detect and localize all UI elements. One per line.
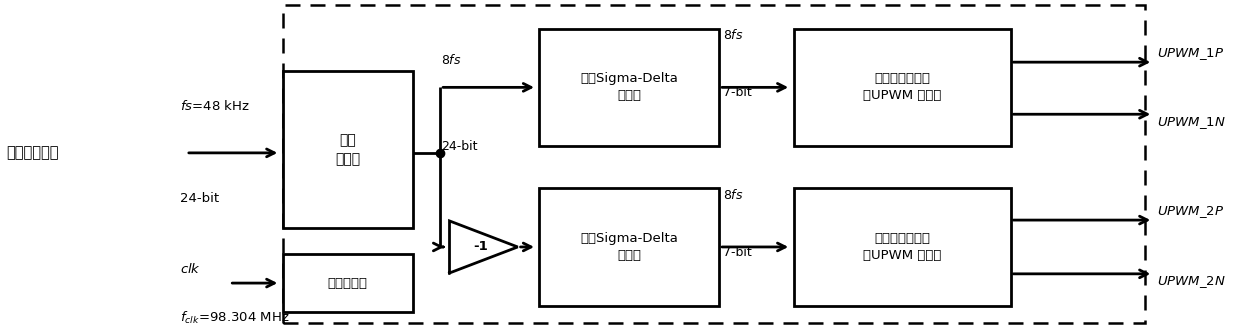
Bar: [539, 29, 719, 146]
Text: $\it{UPWM\_1P}$: $\it{UPWM\_1P}$: [1157, 46, 1224, 62]
Text: 24-bit: 24-bit: [180, 192, 219, 205]
Bar: [794, 29, 1011, 146]
Text: $\it{clk}$: $\it{clk}$: [180, 262, 201, 276]
Text: -1: -1: [472, 241, 487, 253]
Text: 7-bit: 7-bit: [723, 246, 751, 259]
Text: $\it{UPWM\_1N}$: $\it{UPWM\_1N}$: [1157, 115, 1226, 131]
Text: $\it{UPWM\_2N}$: $\it{UPWM\_2N}$: [1157, 274, 1226, 290]
Text: 8$\it{fs}$: 8$\it{fs}$: [441, 53, 463, 67]
Text: $\it{UPWM\_2P}$: $\it{UPWM\_2P}$: [1157, 204, 1224, 220]
Bar: [283, 254, 413, 312]
Text: 7-bit: 7-bit: [723, 86, 751, 99]
Bar: [283, 5, 1145, 323]
Text: $\it{fs}$=48 kHz: $\it{fs}$=48 kHz: [180, 99, 249, 113]
Text: 第二Sigma-Delta
调制器: 第二Sigma-Delta 调制器: [580, 232, 678, 262]
Text: $\it{f}$$_{clk}$=98.304 MHz: $\it{f}$$_{clk}$=98.304 MHz: [180, 309, 289, 326]
Text: 时钟管理器: 时钟管理器: [327, 277, 368, 290]
Text: 第一带扩频调制
的UPWM 发生器: 第一带扩频调制 的UPWM 发生器: [863, 72, 941, 102]
Text: 24-bit: 24-bit: [441, 140, 477, 153]
Text: 数字音频信号: 数字音频信号: [6, 145, 58, 160]
Text: 插值
滤波器: 插值 滤波器: [335, 133, 361, 166]
Bar: [794, 188, 1011, 306]
Bar: [539, 188, 719, 306]
Text: 8$\it{fs}$: 8$\it{fs}$: [723, 28, 744, 42]
Bar: [283, 71, 413, 228]
Text: 8$\it{fs}$: 8$\it{fs}$: [723, 187, 744, 202]
Text: 第二带扩频调制
的UPWM 发生器: 第二带扩频调制 的UPWM 发生器: [863, 232, 941, 262]
Text: 第一Sigma-Delta
调制器: 第一Sigma-Delta 调制器: [580, 72, 678, 102]
